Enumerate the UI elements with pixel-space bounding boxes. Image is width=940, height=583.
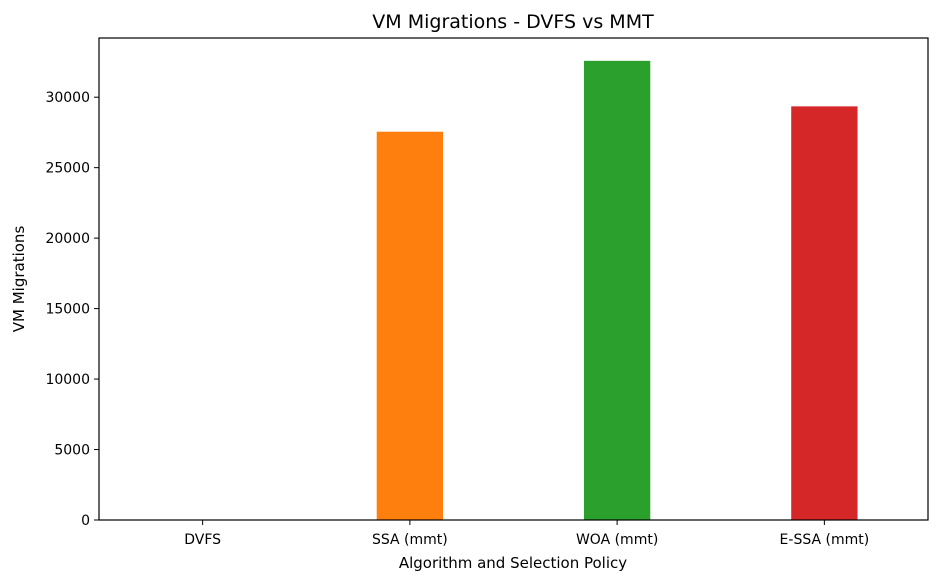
x-tick-label: DVFS [184,532,221,548]
x-tick-label: E-SSA (mmt) [780,532,870,548]
bar-woa-mmt [583,60,651,520]
y-tick-label: 20000 [45,231,90,247]
y-axis-title: VM Migrations [10,226,28,333]
y-tick-label: 25000 [45,161,90,177]
y-tick-label: 30000 [45,90,90,106]
y-tick-label: 10000 [45,372,90,388]
bar-e-ssa-mmt [791,106,858,520]
x-tick-label: WOA (mmt) [576,532,658,548]
x-axis-ticks: DVFS SSA (mmt) WOA (mmt) E-SSA (mmt) [184,520,869,548]
x-axis-title: Algorithm and Selection Policy [399,554,627,572]
chart-title: VM Migrations - DVFS vs MMT [372,11,654,33]
bar-ssa-mmt [376,131,444,520]
x-tick-label: SSA (mmt) [372,532,448,548]
bars-group [376,60,858,520]
plot-area-frame [98,37,929,521]
y-tick-label: 5000 [54,443,90,459]
y-tick-label: 15000 [45,302,90,318]
y-axis-ticks: 0 5000 10000 15000 20000 25000 30000 [45,90,99,529]
y-tick-label: 0 [81,513,90,529]
